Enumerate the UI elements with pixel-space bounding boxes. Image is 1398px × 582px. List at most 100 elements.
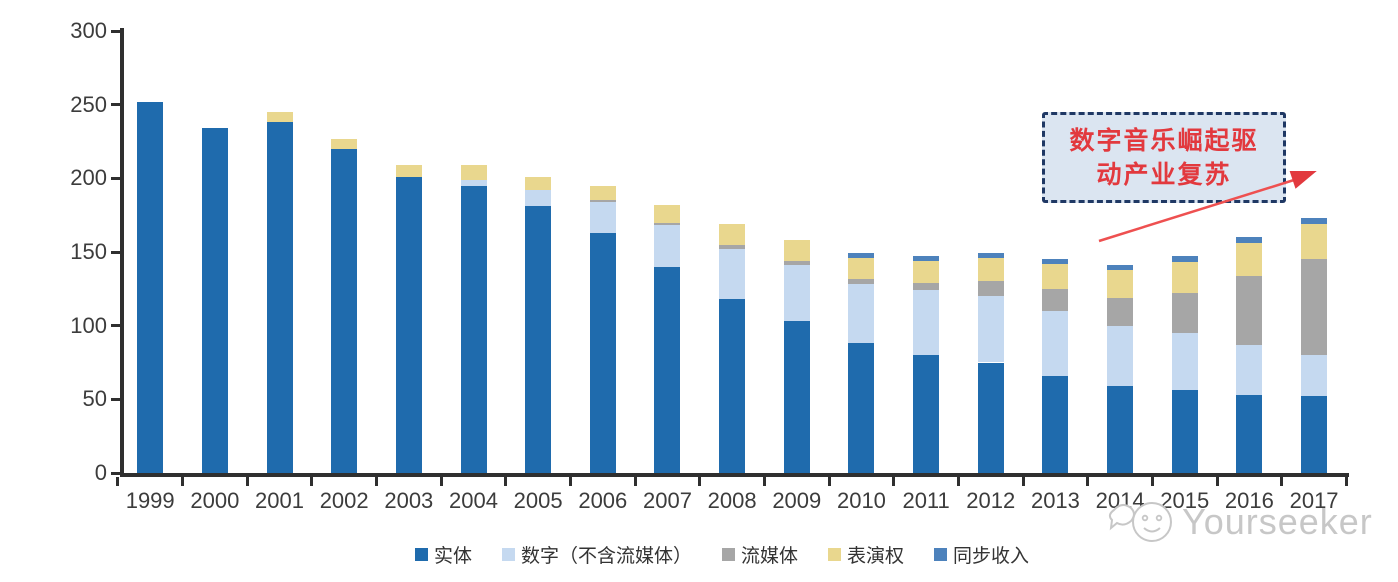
bar-segment-同步收入-2014 bbox=[1107, 265, 1134, 270]
bar-segment-实体-2002 bbox=[331, 148, 358, 473]
bar-segment-表演权-2001 bbox=[266, 112, 293, 123]
bar-segment-同步收入-2012 bbox=[977, 253, 1004, 258]
bar-segment-数字（不含流媒体）-2010 bbox=[848, 284, 875, 344]
x-axis-tick bbox=[1344, 477, 1348, 486]
y-axis-tick-label: 50 bbox=[82, 386, 107, 412]
x-axis-label-2015: 2015 bbox=[1160, 488, 1210, 513]
bar-segment-数字（不含流媒体）-2012 bbox=[977, 296, 1004, 363]
x-axis-label-2001: 2001 bbox=[255, 488, 304, 513]
bar-segment-表演权-2002 bbox=[331, 138, 358, 149]
legend-item: 表演权 bbox=[828, 541, 904, 568]
bar-segment-同步收入-2010 bbox=[848, 253, 875, 258]
annotation-text-line1: 数字音乐崛起驱 bbox=[1069, 126, 1259, 155]
y-axis-tick-label: 300 bbox=[70, 18, 107, 43]
y-axis-tick bbox=[111, 471, 120, 475]
y-axis-tick bbox=[111, 29, 120, 33]
x-axis-label-2016: 2016 bbox=[1224, 488, 1274, 513]
bar-segment-流媒体-2017 bbox=[1301, 259, 1328, 356]
bar-segment-表演权-2003 bbox=[395, 165, 422, 177]
legend-label: 同步收入 bbox=[953, 546, 1030, 567]
y-axis-line bbox=[120, 28, 124, 477]
x-axis-tick bbox=[1215, 477, 1219, 486]
bar-segment-流媒体-2012 bbox=[977, 281, 1004, 297]
bar-segment-数字（不含流媒体）-2014 bbox=[1107, 325, 1134, 387]
x-axis-tick bbox=[956, 477, 960, 486]
legend-item: 同步收入 bbox=[934, 541, 1029, 568]
bar-segment-实体-2012 bbox=[977, 362, 1004, 473]
y-axis-tick-label: 150 bbox=[70, 239, 107, 264]
x-axis-label-2000: 2000 bbox=[190, 488, 240, 513]
x-axis-tick bbox=[310, 477, 314, 486]
bar-segment-实体-2008 bbox=[719, 299, 746, 473]
bar-segment-实体-2013 bbox=[1042, 375, 1069, 473]
bar-segment-表演权-2012 bbox=[977, 257, 1004, 282]
x-axis-label-2008: 2008 bbox=[707, 488, 757, 513]
x-axis-label-2005: 2005 bbox=[513, 488, 563, 513]
x-axis-tick bbox=[827, 477, 831, 486]
y-axis-tick bbox=[111, 176, 120, 180]
bar-segment-实体-2016 bbox=[1236, 394, 1263, 473]
x-axis-tick bbox=[1150, 477, 1154, 486]
bar-segment-表演权-2017 bbox=[1301, 224, 1328, 260]
x-axis-label-2009: 2009 bbox=[772, 488, 822, 513]
bar-segment-表演权-2014 bbox=[1107, 269, 1134, 298]
bar-segment-实体-2014 bbox=[1107, 386, 1134, 473]
bar-segment-表演权-2004 bbox=[460, 165, 487, 180]
bar-segment-实体-2001 bbox=[266, 122, 293, 473]
x-axis-label-2017: 2017 bbox=[1289, 488, 1339, 513]
annotation-text-line2: 动产业复苏 bbox=[1096, 160, 1232, 189]
legend-swatch-icon bbox=[721, 548, 735, 561]
x-axis-tick bbox=[633, 477, 637, 486]
x-axis-tick bbox=[375, 477, 378, 486]
bar-segment-实体-2005 bbox=[525, 206, 552, 473]
bar-segment-流媒体-2014 bbox=[1107, 297, 1134, 326]
bar-segment-数字（不含流媒体）-2005 bbox=[525, 190, 552, 207]
bar-segment-流媒体-2016 bbox=[1236, 275, 1263, 345]
bar-segment-数字（不含流媒体）-2013 bbox=[1042, 310, 1069, 376]
x-axis-label-2012: 2012 bbox=[966, 488, 1016, 513]
x-axis-label-2003: 2003 bbox=[384, 488, 434, 513]
bar-segment-数字（不含流媒体）-2008 bbox=[719, 249, 746, 300]
legend-swatch-icon bbox=[828, 548, 841, 561]
x-axis-tick bbox=[439, 477, 443, 486]
y-axis-tick-label: 200 bbox=[70, 165, 107, 191]
bar-segment-数字（不含流媒体）-2016 bbox=[1236, 344, 1263, 395]
x-axis-line bbox=[120, 473, 1349, 477]
bar-segment-同步收入-2016 bbox=[1236, 237, 1263, 244]
x-axis-label-1999: 1999 bbox=[125, 488, 175, 513]
bar-segment-实体-2009 bbox=[783, 321, 810, 473]
x-axis-label-2006: 2006 bbox=[578, 488, 628, 513]
bar-segment-数字（不含流媒体）-2006 bbox=[589, 201, 616, 233]
bar-segment-表演权-2009 bbox=[783, 240, 810, 261]
bar-segment-流媒体-2013 bbox=[1042, 288, 1069, 311]
x-axis-tick bbox=[1021, 477, 1025, 486]
bar-segment-同步收入-2017 bbox=[1301, 218, 1328, 224]
x-axis-label-2013: 2013 bbox=[1030, 488, 1080, 513]
chart-legend: 实体 数字（不含流媒体） 流媒体 表演权 同步收入 bbox=[0, 541, 1398, 568]
bar-segment-实体-1999 bbox=[137, 101, 164, 473]
bar-segment-表演权-2007 bbox=[654, 204, 681, 223]
y-axis-tick bbox=[111, 397, 120, 401]
x-axis-label-2010: 2010 bbox=[836, 488, 886, 513]
x-axis-label-2011: 2011 bbox=[902, 488, 950, 513]
bar-segment-流媒体-2010 bbox=[848, 278, 875, 285]
bar-segment-数字（不含流媒体）-2011 bbox=[913, 290, 940, 356]
x-axis-label-2002: 2002 bbox=[319, 488, 369, 513]
x-axis-tick bbox=[1086, 477, 1090, 486]
legend-label: 流媒体 bbox=[740, 546, 798, 567]
bar-segment-表演权-2006 bbox=[589, 185, 616, 201]
bar-segment-实体-2000 bbox=[201, 128, 228, 473]
bar-segment-表演权-2008 bbox=[719, 224, 746, 245]
bar-segment-流媒体-2007 bbox=[654, 222, 681, 226]
bar-segment-数字（不含流媒体）-2004 bbox=[460, 179, 487, 186]
yourseeker-logo-icon bbox=[1108, 502, 1172, 542]
y-axis-tick bbox=[111, 250, 120, 254]
x-axis-tick bbox=[892, 477, 896, 486]
bar-segment-同步收入-2013 bbox=[1042, 259, 1069, 264]
bar-segment-流媒体-2006 bbox=[589, 200, 616, 202]
bar-segment-实体-2003 bbox=[395, 176, 422, 473]
legend-swatch-icon bbox=[501, 548, 515, 561]
legend-item: 数字（不含流媒体） bbox=[501, 541, 692, 568]
y-axis-tick bbox=[111, 324, 120, 328]
y-axis-tick bbox=[111, 103, 120, 107]
